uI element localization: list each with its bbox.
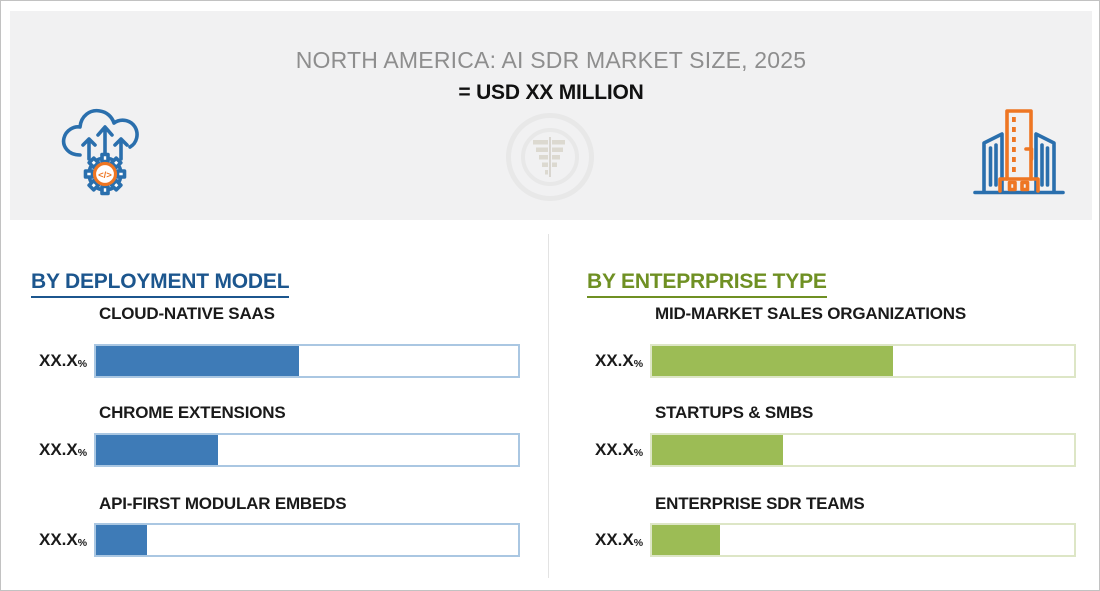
- bar-track: [94, 523, 520, 557]
- section-heading-enterprise: BY ENTEPRPRISE TYPE: [587, 270, 827, 299]
- value-label: XX.X%: [39, 351, 88, 370]
- bar-fill: [652, 346, 893, 376]
- bar-track: [94, 344, 520, 378]
- bar-track: [650, 433, 1076, 467]
- bar-fill: [96, 346, 299, 376]
- bar-fill: [96, 435, 219, 465]
- value-label: XX.X%: [39, 530, 88, 549]
- bar-fill: [96, 525, 147, 555]
- bar-label: CHROME EXTENSIONS: [99, 403, 286, 422]
- bar-row: XX.X%: [31, 523, 523, 557]
- office-buildings-icon: [967, 101, 1071, 210]
- page-title: NORTH AMERICA: AI SDR MARKET SIZE, 2025: [295, 47, 807, 73]
- bar-row: XX.X%: [587, 523, 1081, 557]
- value-label: XX.X%: [595, 440, 644, 459]
- value-label: XX.X%: [595, 351, 644, 370]
- bar-row: XX.X%: [31, 433, 523, 467]
- cloud-code-gear-icon: </>: [53, 99, 157, 208]
- panel-by-enterprise-type: BY ENTEPRPRISE TYPE MID-MARKET SALES ORG…: [587, 251, 1081, 571]
- value-label: XX.X%: [595, 530, 644, 549]
- column-divider: [548, 234, 549, 578]
- bar-fill: [652, 525, 720, 555]
- panel-by-deployment-model: BY DEPLOYMENT MODEL CLOUD-NATIVE SAAS XX…: [31, 251, 523, 571]
- bar-label: STARTUPS & SMBS: [655, 403, 814, 422]
- market-size-value: = USD XX MILLION: [458, 81, 644, 104]
- svg-text:</>: </>: [98, 170, 112, 181]
- header-banner: NORTH AMERICA: AI SDR MARKET SIZE, 2025 …: [10, 11, 1092, 220]
- concentric-rings-logo-watermark: [506, 113, 594, 201]
- bar-track: [94, 433, 520, 467]
- bar-row: XX.X%: [587, 433, 1081, 467]
- bar-fill: [652, 435, 783, 465]
- bar-label: MID-MARKET SALES ORGANIZATIONS: [655, 304, 967, 323]
- watermark-inner-ring: [521, 128, 579, 186]
- bar-label: API-FIRST MODULAR EMBEDS: [99, 494, 347, 513]
- section-heading-deployment: BY DEPLOYMENT MODEL: [31, 270, 290, 299]
- bar-label: ENTERPRISE SDR TEAMS: [655, 494, 865, 513]
- bar-track: [650, 523, 1076, 557]
- bar-track: [650, 344, 1076, 378]
- bar-row: XX.X%: [31, 344, 523, 378]
- value-label: XX.X%: [39, 440, 88, 459]
- bar-row: XX.X%: [587, 344, 1081, 378]
- bar-label: CLOUD-NATIVE SAAS: [99, 304, 275, 323]
